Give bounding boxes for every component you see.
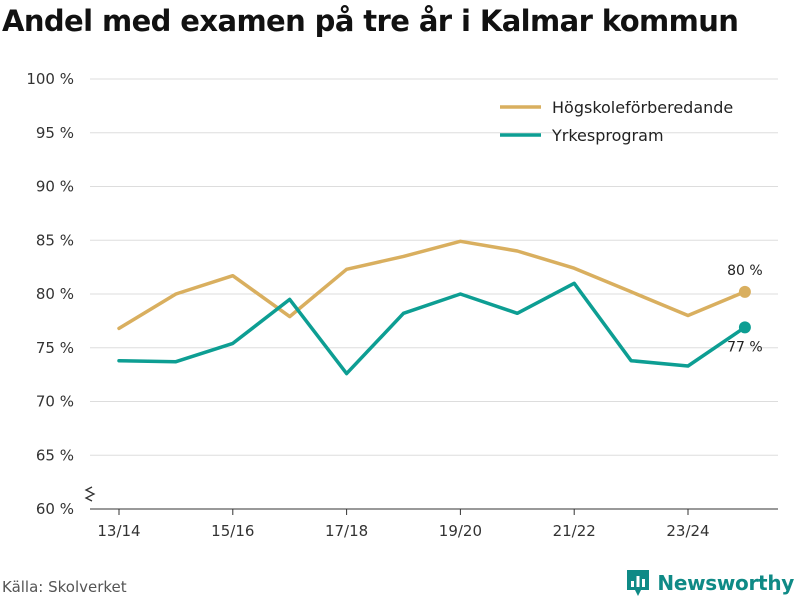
newsworthy-logo-icon bbox=[627, 570, 650, 596]
series-lines: 80 % 77 % bbox=[117, 239, 763, 376]
source-note: Källa: Skolverket bbox=[2, 578, 127, 596]
y-tick-label: 95 % bbox=[36, 124, 74, 142]
y-tick-label: 70 % bbox=[36, 393, 74, 411]
x-tick-label: 23/24 bbox=[666, 522, 709, 540]
grid-lines bbox=[90, 78, 778, 456]
y-tick-label: 90 % bbox=[36, 178, 74, 196]
newsworthy-logo: Newsworthy bbox=[625, 568, 794, 598]
x-tick-label: 21/22 bbox=[553, 522, 596, 540]
y-tick-label: 100 % bbox=[26, 70, 74, 88]
brand-name: Newsworthy bbox=[657, 571, 794, 595]
axis-break-icon bbox=[84, 486, 96, 502]
legend: Högskoleförberedande Yrkesprogram bbox=[500, 98, 733, 145]
y-tick-label: 65 % bbox=[36, 446, 74, 464]
end-point-hogskole bbox=[738, 285, 751, 298]
y-tick-label: 80 % bbox=[36, 285, 74, 303]
x-axis-ticks: 13/14 15/16 17/18 19/20 21/22 23/24 bbox=[97, 509, 710, 540]
end-label-yrkes: 77 % bbox=[727, 339, 763, 355]
x-tick-label: 13/14 bbox=[97, 522, 140, 540]
y-tick-label: 60 % bbox=[36, 500, 74, 518]
series-line-hogskole bbox=[117, 239, 747, 331]
x-tick-label: 19/20 bbox=[439, 522, 482, 540]
y-tick-label: 85 % bbox=[36, 231, 74, 249]
series-line-yrkes bbox=[117, 281, 747, 376]
x-tick-label: 17/18 bbox=[325, 522, 368, 540]
end-point-yrkes bbox=[738, 321, 751, 334]
legend-label-yrkes: Yrkesprogram bbox=[551, 126, 664, 145]
y-tick-label: 75 % bbox=[36, 339, 74, 357]
chart-title: Andel med examen på tre år i Kalmar komm… bbox=[2, 4, 739, 38]
end-label-hogskole: 80 % bbox=[727, 263, 763, 279]
x-tick-label: 15/16 bbox=[211, 522, 254, 540]
legend-label-hogskole: Högskoleförberedande bbox=[552, 98, 733, 117]
y-axis-ticks: 60 % 65 % 70 % 75 % 80 % 85 % 90 % 95 % 100 % bbox=[26, 70, 74, 518]
